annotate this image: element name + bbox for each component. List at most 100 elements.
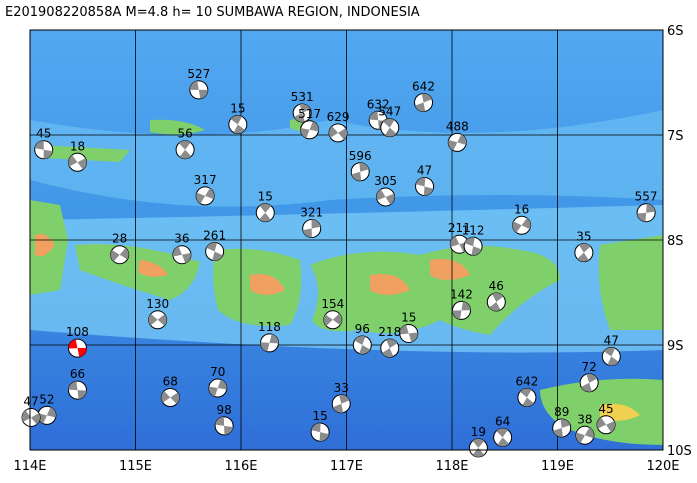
ball-quadrant	[68, 155, 87, 170]
depth-label: 211	[448, 221, 471, 235]
beachball	[380, 118, 400, 138]
depth-label: 66	[70, 367, 85, 381]
beachball	[34, 140, 54, 160]
beachball	[447, 132, 467, 152]
ball-quadrant	[489, 292, 504, 311]
y-tick-label: 8S	[667, 234, 684, 249]
ball-quadrant	[577, 243, 591, 262]
depth-label: 35	[576, 230, 591, 244]
depth-label: 89	[554, 405, 569, 419]
ball-quadrant	[637, 203, 656, 222]
ball-quadrant	[452, 301, 471, 320]
ball-quadrant	[575, 427, 594, 444]
beachball	[596, 415, 616, 435]
ball-quadrant	[110, 247, 129, 262]
beachball	[255, 203, 275, 223]
ball-quadrant	[581, 373, 598, 392]
depth-label: 19	[471, 425, 486, 439]
depth-label: 130	[146, 297, 169, 311]
x-tick-label: 120E	[646, 459, 679, 474]
beachball	[517, 388, 537, 407]
ball-quadrant	[520, 388, 534, 407]
ball-quadrant	[332, 394, 350, 413]
depth-label: 28	[112, 232, 127, 246]
ball-quadrant	[206, 242, 223, 261]
depth-label: 112	[462, 223, 485, 237]
beachball	[328, 123, 348, 143]
beachball	[205, 242, 225, 262]
ball-quadrant	[464, 237, 482, 256]
depth-label: 488	[446, 119, 469, 133]
beachball	[468, 438, 488, 458]
ball-quadrant	[448, 134, 467, 151]
x-tick-label: 119E	[541, 459, 574, 474]
beachball	[601, 347, 621, 367]
depth-label: 47	[604, 334, 619, 348]
depth-label: 15	[312, 409, 327, 423]
beachball	[67, 152, 87, 172]
beachball	[300, 120, 320, 140]
beachball	[331, 394, 351, 414]
y-tick-label: 6S	[667, 24, 684, 39]
x-tick-label: 115E	[119, 459, 152, 474]
beachball	[376, 187, 396, 207]
beachball	[323, 310, 343, 330]
depth-label: 154	[321, 297, 344, 311]
y-tick-label: 10S	[667, 444, 692, 459]
depth-label: 531	[291, 90, 314, 104]
ball-quadrant	[354, 335, 371, 354]
beachball	[512, 215, 532, 235]
beachball	[493, 427, 513, 447]
depth-label: 632	[367, 97, 390, 111]
beachball	[21, 407, 41, 427]
beachball	[310, 422, 330, 442]
ball-quadrant	[208, 379, 227, 397]
depth-label: 642	[412, 79, 435, 93]
beachball	[259, 333, 279, 353]
ball-quadrant	[415, 177, 434, 196]
beachball	[189, 80, 209, 100]
depth-label: 16	[514, 202, 529, 216]
beachball	[636, 203, 656, 223]
ball-quadrant	[496, 428, 510, 447]
depth-label: 52	[39, 392, 54, 406]
ball-quadrant	[383, 118, 397, 137]
beachball	[214, 416, 234, 436]
ball-quadrant	[415, 93, 432, 112]
beachball	[228, 115, 248, 134]
depth-label: 96	[355, 322, 370, 336]
beachball	[463, 236, 483, 256]
depth-label: 45	[598, 402, 613, 416]
depth-label: 642	[515, 375, 538, 389]
beachball	[160, 388, 180, 407]
beachball	[195, 186, 215, 206]
ball-quadrant	[37, 407, 56, 424]
depth-label: 72	[582, 360, 597, 374]
depth-label: 18	[70, 139, 85, 153]
ball-quadrant	[597, 417, 616, 433]
beachball	[451, 300, 471, 320]
depth-label: 118	[258, 320, 281, 334]
depth-label: 527	[187, 67, 210, 81]
ball-quadrant	[399, 324, 418, 343]
ball-quadrant	[603, 347, 619, 366]
depth-label: 64	[495, 414, 510, 428]
depth-label: 36	[174, 232, 189, 246]
ball-quadrant	[68, 381, 87, 400]
depth-label: 557	[635, 190, 658, 204]
beachball	[350, 162, 370, 182]
depth-label: 46	[489, 279, 504, 293]
ball-quadrant	[329, 126, 348, 140]
map-title: E201908220858A M=4.8 h= 10 SUMBAWA REGIO…	[5, 5, 420, 20]
depth-label: 108	[66, 325, 89, 339]
depth-label: 47	[417, 163, 432, 177]
beachball	[415, 176, 435, 196]
depth-label: 596	[349, 149, 372, 163]
depth-label: 517	[298, 107, 321, 121]
ball-quadrant	[68, 339, 87, 357]
beachball	[579, 373, 599, 393]
x-tick-label: 118E	[435, 459, 468, 474]
ball-quadrant	[215, 416, 234, 435]
ball-quadrant	[230, 115, 246, 134]
